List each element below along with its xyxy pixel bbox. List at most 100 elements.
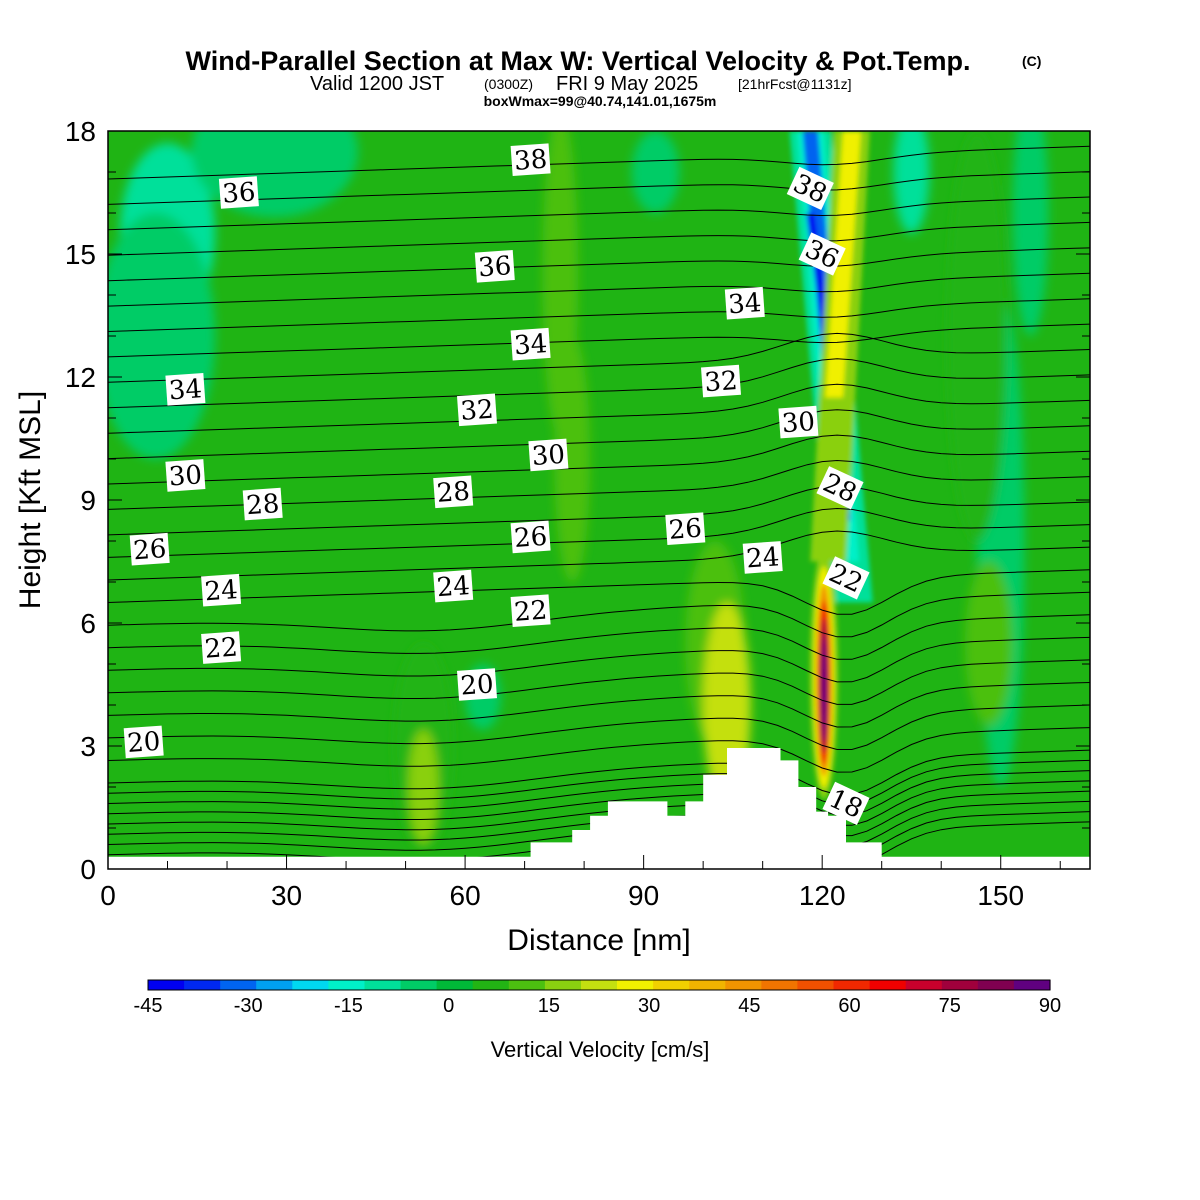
- contour-label: 28: [433, 476, 473, 510]
- svg-text:34: 34: [727, 288, 762, 320]
- colorbar-swatch: [581, 980, 618, 990]
- svg-text:30: 30: [168, 460, 203, 492]
- colorbar-swatch: [1014, 980, 1051, 990]
- colorbar-swatch: [473, 980, 510, 990]
- colorbar-tick-label: 60: [838, 995, 860, 1017]
- contour-label: 28: [243, 488, 283, 522]
- colorbar-tick-label: -45: [134, 995, 163, 1017]
- colorbar-tick-label: 15: [538, 995, 560, 1017]
- colorbar-tick-label: -15: [334, 995, 363, 1017]
- colorbar-tick-label: 90: [1039, 995, 1061, 1017]
- contour-label: 38: [511, 143, 551, 177]
- y-tick-label: 0: [80, 854, 96, 885]
- colorbar-swatch: [401, 980, 438, 990]
- svg-text:26: 26: [668, 514, 703, 546]
- colorbar-swatch: [292, 980, 329, 990]
- colorbar-swatch: [942, 980, 979, 990]
- chart-title: Wind-Parallel Section at Max W: Vertical…: [186, 46, 971, 76]
- colorbar-swatch: [906, 980, 943, 990]
- y-tick-label: 12: [65, 362, 96, 393]
- svg-text:38: 38: [513, 145, 548, 177]
- colorbar-tick-label: -30: [234, 995, 263, 1017]
- svg-text:32: 32: [460, 395, 495, 427]
- svg-text:24: 24: [436, 571, 471, 603]
- colorbar-swatch: [870, 980, 907, 990]
- contour-label: 34: [165, 373, 205, 407]
- colorbar-tick-label: 30: [638, 995, 660, 1017]
- contour-label: 30: [165, 459, 205, 493]
- y-tick-label: 3: [80, 731, 96, 762]
- x-tick-label: 60: [450, 880, 481, 911]
- x-tick-label: 120: [799, 880, 846, 911]
- contour-label: 32: [457, 394, 497, 428]
- svg-text:24: 24: [204, 575, 239, 607]
- colorbar-tick-label: 0: [443, 995, 454, 1017]
- x-tick-label: 150: [977, 880, 1024, 911]
- box-info-label: boxWmax=99@40.74,141.01,1675m: [484, 93, 717, 109]
- colorbar-swatch: [617, 980, 654, 990]
- contour-label: 36: [475, 250, 515, 284]
- colorbar-swatch: [509, 980, 546, 990]
- colorbar-swatch: [834, 980, 871, 990]
- contour-label: 26: [130, 533, 170, 567]
- x-axis-label: Distance [nm]: [507, 924, 690, 957]
- svg-text:[21hrFcst@1131z]: [21hrFcst@1131z]: [738, 76, 852, 92]
- y-axis-label: Height [Kft MSL]: [14, 391, 47, 609]
- svg-text:24: 24: [745, 542, 780, 574]
- y-tick-label: 6: [80, 608, 96, 639]
- svg-text:28: 28: [436, 477, 471, 509]
- contour-label: 24: [743, 541, 783, 575]
- y-tick-label: 9: [80, 485, 96, 516]
- svg-text:22: 22: [204, 632, 239, 664]
- svg-text:36: 36: [221, 177, 256, 209]
- svg-text:20: 20: [126, 727, 161, 759]
- svg-text:26: 26: [513, 522, 548, 554]
- colorbar-swatch: [437, 980, 474, 990]
- colorbar-swatch: [256, 980, 293, 990]
- colorbar: -45 -30 -15 0 15 30 45 60 75 90: [134, 980, 1062, 1017]
- y-tick-label: 18: [65, 116, 96, 147]
- contour-label: 32: [701, 365, 741, 399]
- svg-text:34: 34: [513, 329, 548, 361]
- contour-label: 20: [124, 726, 164, 760]
- colorbar-swatch: [184, 980, 221, 990]
- contour-label: 26: [511, 521, 551, 555]
- contour-label: 24: [201, 574, 241, 608]
- colorbar-swatch: [689, 980, 726, 990]
- x-tick-label: 90: [628, 880, 659, 911]
- colorbar-swatch: [797, 980, 834, 990]
- svg-text:34: 34: [168, 374, 203, 406]
- svg-text:Valid 1200 JST: Valid 1200 JST: [310, 73, 444, 95]
- y-tick-label: 15: [65, 239, 96, 270]
- contour-label: 22: [511, 594, 551, 628]
- colorbar-swatch: [978, 980, 1015, 990]
- svg-text:32: 32: [704, 366, 739, 398]
- colorbar-swatch: [653, 980, 690, 990]
- contour-label: 34: [511, 328, 551, 362]
- contour-label: 34: [725, 287, 765, 321]
- colorbar-swatch: [220, 980, 257, 990]
- contour-label: 22: [201, 631, 241, 665]
- chart-subtitle: Valid 1200 JST (0300Z) FRI 9 May 2025 [2…: [310, 73, 852, 95]
- svg-text:20: 20: [460, 669, 495, 701]
- colorbar-tick-label: 75: [939, 995, 961, 1017]
- svg-text:36: 36: [477, 251, 512, 283]
- contour-label: 26: [665, 512, 705, 546]
- x-tick-label: 0: [100, 880, 116, 911]
- svg-text:26: 26: [132, 534, 167, 566]
- svg-text:30: 30: [531, 440, 566, 472]
- contour-label: 24: [433, 570, 473, 604]
- colorbar-label: Vertical Velocity [cm/s]: [491, 1037, 710, 1062]
- contour-label: 36: [219, 176, 259, 210]
- colorbar-tick-label: 45: [738, 995, 760, 1017]
- svg-text:(0300Z): (0300Z): [484, 76, 533, 92]
- colorbar-swatch: [725, 980, 762, 990]
- colorbar-swatch: [365, 980, 402, 990]
- copyright-mark: (C): [1022, 53, 1041, 69]
- colorbar-swatch: [328, 980, 365, 990]
- contour-label: 30: [528, 439, 568, 473]
- svg-text:28: 28: [245, 489, 280, 521]
- svg-text:22: 22: [513, 596, 548, 628]
